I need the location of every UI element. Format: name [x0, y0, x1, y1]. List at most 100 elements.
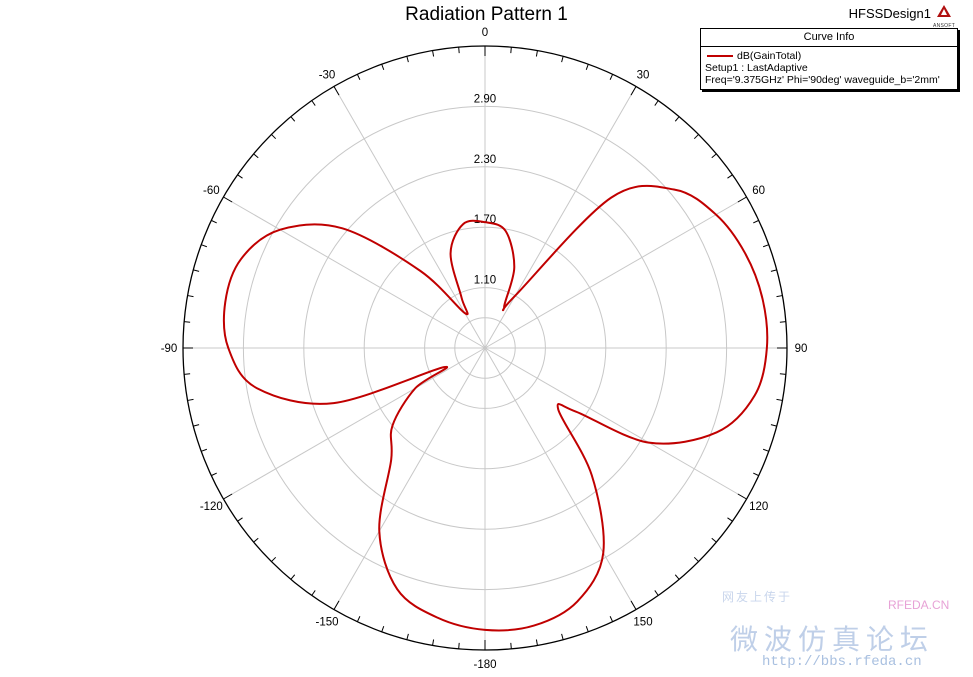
- legend-series-entry: dB(GainTotal): [705, 50, 953, 62]
- angle-tick: [253, 153, 259, 159]
- legend-series-name: dB(GainTotal): [737, 50, 802, 62]
- angle-tick: [770, 424, 777, 427]
- angle-tick: [727, 517, 733, 522]
- angle-tick-label: -90: [161, 343, 178, 355]
- angle-tick: [311, 100, 316, 106]
- angle-tick: [406, 56, 409, 63]
- radial-tick-label: 1.10: [474, 275, 496, 287]
- angle-tick: [187, 398, 194, 401]
- angle-tick: [711, 153, 717, 159]
- angle-tick: [201, 448, 208, 452]
- angle-tick: [223, 493, 233, 500]
- angle-tick: [184, 373, 191, 375]
- watermark-small: 网友上传于: [722, 590, 793, 604]
- angle-tick: [585, 64, 589, 71]
- angle-tick: [223, 196, 233, 203]
- legend-box[interactable]: Curve Info dB(GainTotal) Setup1 : LastAd…: [700, 28, 958, 90]
- legend-header: Curve Info: [701, 29, 957, 47]
- angle-tick: [356, 74, 361, 80]
- angle-tick: [290, 116, 296, 122]
- legend-setup: Setup1 : LastAdaptive: [705, 62, 808, 74]
- angle-tick-label: -30: [319, 69, 336, 81]
- angle-tick: [381, 64, 385, 71]
- grid-spoke: [484, 347, 637, 610]
- angle-tick: [674, 116, 680, 122]
- angle-tick-label: 0: [482, 27, 488, 39]
- angle-tick: [201, 244, 208, 248]
- radial-tick-label: 2.90: [474, 93, 496, 105]
- angle-tick: [630, 86, 637, 96]
- angle-tick: [630, 600, 637, 610]
- angle-tick: [510, 642, 512, 649]
- angle-tick: [211, 472, 217, 477]
- angle-tick: [711, 537, 717, 543]
- legend-swatch: [707, 55, 733, 58]
- angle-tick-label: 90: [795, 343, 808, 355]
- radial-tick-label: 2.30: [474, 154, 496, 166]
- angle-tick: [561, 633, 564, 640]
- angle-tick: [237, 517, 243, 522]
- angle-tick: [753, 472, 759, 477]
- angle-tick: [184, 321, 191, 323]
- watermark-url: http://bbs.rfeda.cn: [762, 654, 922, 670]
- grid-spoke: [484, 86, 637, 349]
- angle-tick: [458, 47, 460, 54]
- angle-tick: [333, 86, 340, 96]
- angle-tick: [762, 448, 769, 452]
- angle-tick: [290, 574, 296, 580]
- angle-tick: [406, 633, 409, 640]
- angle-tick-label: -180: [473, 659, 496, 671]
- angle-tick: [333, 600, 340, 610]
- grid-spoke: [333, 347, 486, 610]
- angle-tick: [779, 321, 786, 323]
- watermark-forum: 微波仿真论坛: [730, 623, 935, 656]
- angle-tick-label: 60: [752, 185, 765, 197]
- angle-tick: [271, 134, 277, 140]
- chart-title: Radiation Pattern 1: [405, 4, 568, 25]
- angle-tick: [535, 50, 538, 57]
- grid-spoke: [223, 347, 486, 500]
- triangle-icon: [937, 5, 951, 17]
- angle-tick: [356, 616, 361, 622]
- angle-tick: [187, 295, 194, 298]
- series-gain-line: [222, 184, 769, 632]
- angle-tick: [510, 47, 512, 54]
- design-name: HFSSDesign1: [848, 6, 931, 21]
- angle-tick: [776, 295, 783, 298]
- angle-tick: [776, 398, 783, 401]
- angle-tick: [271, 556, 277, 562]
- angle-tick: [381, 625, 385, 632]
- angle-tick: [737, 196, 747, 203]
- angle-tick: [727, 174, 733, 179]
- angle-tick: [674, 574, 680, 580]
- angle-tick: [753, 219, 759, 224]
- grid-spoke: [223, 196, 486, 349]
- angle-tick: [654, 590, 659, 596]
- angle-tick: [237, 174, 243, 179]
- angle-tick-label: -150: [315, 617, 338, 629]
- legend-freq: Freq='9.375GHz' Phi='90deg' waveguide_b=…: [705, 74, 940, 86]
- angle-tick-label: 30: [637, 69, 650, 81]
- watermark-brand: RFEDA.CN: [888, 598, 950, 612]
- angle-tick: [458, 642, 460, 649]
- angle-tick: [609, 74, 614, 80]
- grid-spoke: [484, 196, 747, 349]
- angle-tick: [535, 639, 538, 646]
- angle-tick: [585, 625, 589, 632]
- angle-tick: [561, 56, 564, 63]
- angle-tick: [770, 269, 777, 272]
- angle-tick: [193, 269, 200, 272]
- angle-tick: [609, 616, 614, 622]
- logo-text: ANSOFT: [933, 23, 956, 29]
- angle-tick: [693, 134, 699, 140]
- ansoft-logo: ANSOFT: [933, 4, 955, 29]
- angle-tick: [654, 100, 659, 106]
- angle-tick: [693, 556, 699, 562]
- angle-tick-label: 150: [633, 617, 652, 629]
- angle-tick: [779, 373, 786, 375]
- angle-tick: [311, 590, 316, 596]
- angle-tick: [432, 639, 435, 646]
- angle-tick: [737, 493, 747, 500]
- angle-tick: [762, 244, 769, 248]
